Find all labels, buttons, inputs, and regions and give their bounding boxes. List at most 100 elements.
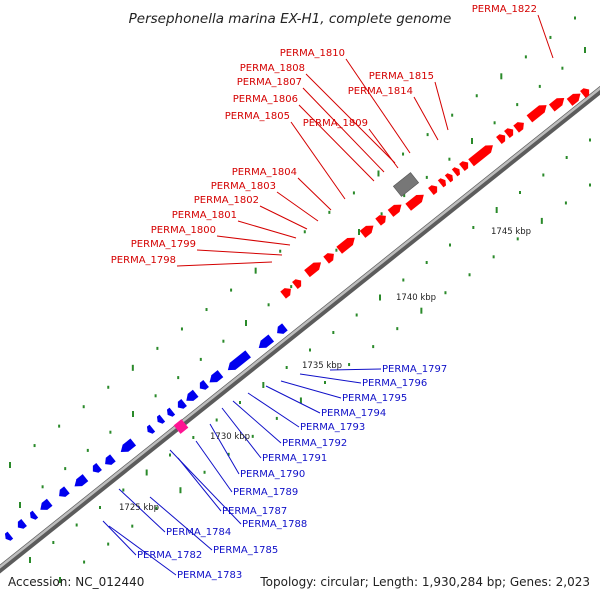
forward-gene-label[interactable]: PERMA_1814 [348, 86, 413, 97]
reverse-gene-arrow[interactable] [225, 350, 251, 373]
forward-gene-arrow[interactable] [405, 191, 426, 211]
forward-label-leader [537, 14, 554, 59]
forward-gene-arrow[interactable] [459, 159, 471, 172]
forward-gene-arrow[interactable] [513, 119, 526, 133]
reverse-gene-label[interactable]: PERMA_1787 [222, 506, 287, 517]
forward-gene-arrow[interactable] [336, 234, 357, 254]
forward-gene-arrow[interactable] [323, 250, 336, 264]
forward-gene-arrow[interactable] [444, 172, 455, 183]
reverse-gene-arrow[interactable] [3, 531, 14, 543]
map-title: Persephonella marina EX-H1, complete gen… [129, 11, 452, 27]
forward-gene-arrow[interactable] [504, 126, 516, 139]
reverse-gene-arrow[interactable] [102, 454, 116, 467]
forward-gene-label[interactable]: PERMA_1799 [131, 239, 196, 250]
reverse-label-leader [118, 488, 166, 533]
reverse-gene-label[interactable]: PERMA_1791 [262, 453, 327, 464]
forward-gene-arrow[interactable] [375, 212, 388, 226]
forward-gene-arrow[interactable] [468, 142, 495, 167]
forward-gene-arrow[interactable] [359, 222, 377, 238]
forward-gene-label[interactable]: PERMA_1802 [194, 195, 259, 206]
kbp-position-label: 1725 kbp [119, 503, 159, 513]
forward-gene-arrow[interactable] [548, 94, 567, 112]
forward-gene-label[interactable]: PERMA_1801 [172, 210, 237, 221]
reverse-gene-arrow[interactable] [145, 424, 156, 436]
reverse-gene-arrow[interactable] [165, 407, 176, 419]
reverse-label-leader [221, 407, 262, 459]
forward-label-leader [302, 87, 385, 173]
reverse-gene-label[interactable]: PERMA_1796 [362, 378, 427, 389]
forward-label-leader [368, 128, 399, 169]
forward-gene-arrow[interactable] [387, 201, 405, 217]
forward-gene-label[interactable]: PERMA_1810 [280, 48, 345, 59]
reverse-gene-label[interactable]: PERMA_1785 [213, 545, 278, 556]
reverse-gene-arrow[interactable] [175, 398, 187, 411]
forward-gene-arrow[interactable] [428, 183, 440, 196]
reverse-gene-arrow[interactable] [90, 462, 102, 475]
reverse-gene-arrow[interactable] [28, 510, 39, 522]
reverse-gene-label[interactable]: PERMA_1795 [342, 393, 407, 404]
forward-label-leader [413, 96, 439, 141]
forward-gene-arrow[interactable] [437, 177, 448, 188]
forward-gene-arrow[interactable] [526, 102, 550, 123]
reverse-gene-arrow[interactable] [118, 438, 137, 455]
forward-strand-genes [280, 86, 592, 299]
reverse-gene-arrow[interactable] [15, 518, 27, 531]
forward-gene-arrow[interactable] [304, 259, 324, 278]
forward-gene-arrow[interactable] [496, 132, 508, 145]
reverse-gene-label[interactable]: PERMA_1784 [166, 527, 231, 538]
forward-gene-label[interactable]: PERMA_1815 [369, 71, 434, 82]
scale-ticks [9, 16, 591, 583]
reverse-label-leader [232, 400, 282, 444]
forward-label-leader [216, 235, 291, 246]
reverse-gene-label[interactable]: PERMA_1788 [242, 519, 307, 530]
reverse-gene-label[interactable]: PERMA_1793 [300, 422, 365, 433]
reverse-gene-arrow[interactable] [38, 498, 53, 514]
forward-label-leader [305, 73, 396, 164]
forward-gene-label[interactable]: PERMA_1804 [232, 167, 297, 178]
reverse-gene-label[interactable]: PERMA_1782 [137, 550, 202, 561]
reverse-gene-label[interactable]: PERMA_1789 [233, 487, 298, 498]
reverse-label-leader [329, 368, 382, 371]
forward-gene-label[interactable]: PERMA_1803 [211, 181, 276, 192]
reverse-gene-arrow[interactable] [274, 323, 288, 336]
forward-gene-label[interactable]: PERMA_1807 [237, 77, 302, 88]
kbp-position-label: 1730 kbp [210, 432, 250, 442]
forward-label-leader [196, 249, 283, 256]
forward-gene-label[interactable]: PERMA_1809 [303, 118, 368, 129]
genome-backbone [0, 85, 600, 574]
reverse-label-leader [177, 457, 222, 512]
forward-label-leader [176, 261, 273, 267]
forward-gene-label[interactable]: PERMA_1806 [233, 94, 298, 105]
reverse-gene-arrow[interactable] [197, 379, 209, 392]
reverse-gene-label[interactable]: PERMA_1794 [321, 408, 386, 419]
reverse-gene-arrow[interactable] [155, 414, 166, 426]
reverse-gene-label[interactable]: PERMA_1783 [177, 570, 242, 581]
reverse-gene-arrow[interactable] [184, 389, 199, 405]
reverse-gene-label[interactable]: PERMA_1790 [240, 469, 305, 480]
forward-label-leader [259, 205, 308, 230]
forward-gene-label[interactable]: PERMA_1805 [225, 111, 290, 122]
forward-gene-arrow[interactable] [566, 90, 584, 106]
forward-gene-arrow[interactable] [580, 86, 592, 99]
forward-gene-arrow[interactable] [280, 285, 293, 299]
forward-gene-label[interactable]: PERMA_1798 [111, 255, 176, 266]
forward-gene-label[interactable]: PERMA_1808 [240, 63, 305, 74]
reverse-gene-arrow[interactable] [256, 334, 275, 351]
misc-feature-block[interactable] [392, 172, 420, 197]
reverse-gene-arrow[interactable] [56, 486, 70, 499]
reverse-gene-label[interactable]: PERMA_1797 [382, 364, 447, 375]
reverse-gene-arrow[interactable] [207, 370, 224, 386]
forward-gene-arrow[interactable] [451, 166, 462, 177]
reverse-label-leader [265, 385, 321, 414]
reverse-gene-label[interactable]: PERMA_1792 [282, 438, 347, 449]
forward-label-leader [298, 104, 375, 182]
forward-label-leader [290, 121, 346, 200]
reverse-gene-arrow[interactable] [72, 474, 89, 490]
forward-gene-arrow[interactable] [292, 277, 304, 290]
forward-gene-label[interactable]: PERMA_1822 [472, 4, 537, 15]
rna-feature-block[interactable] [173, 419, 189, 434]
forward-gene-label[interactable]: PERMA_1800 [151, 225, 216, 236]
kbp-position-label: 1740 kbp [396, 293, 436, 303]
